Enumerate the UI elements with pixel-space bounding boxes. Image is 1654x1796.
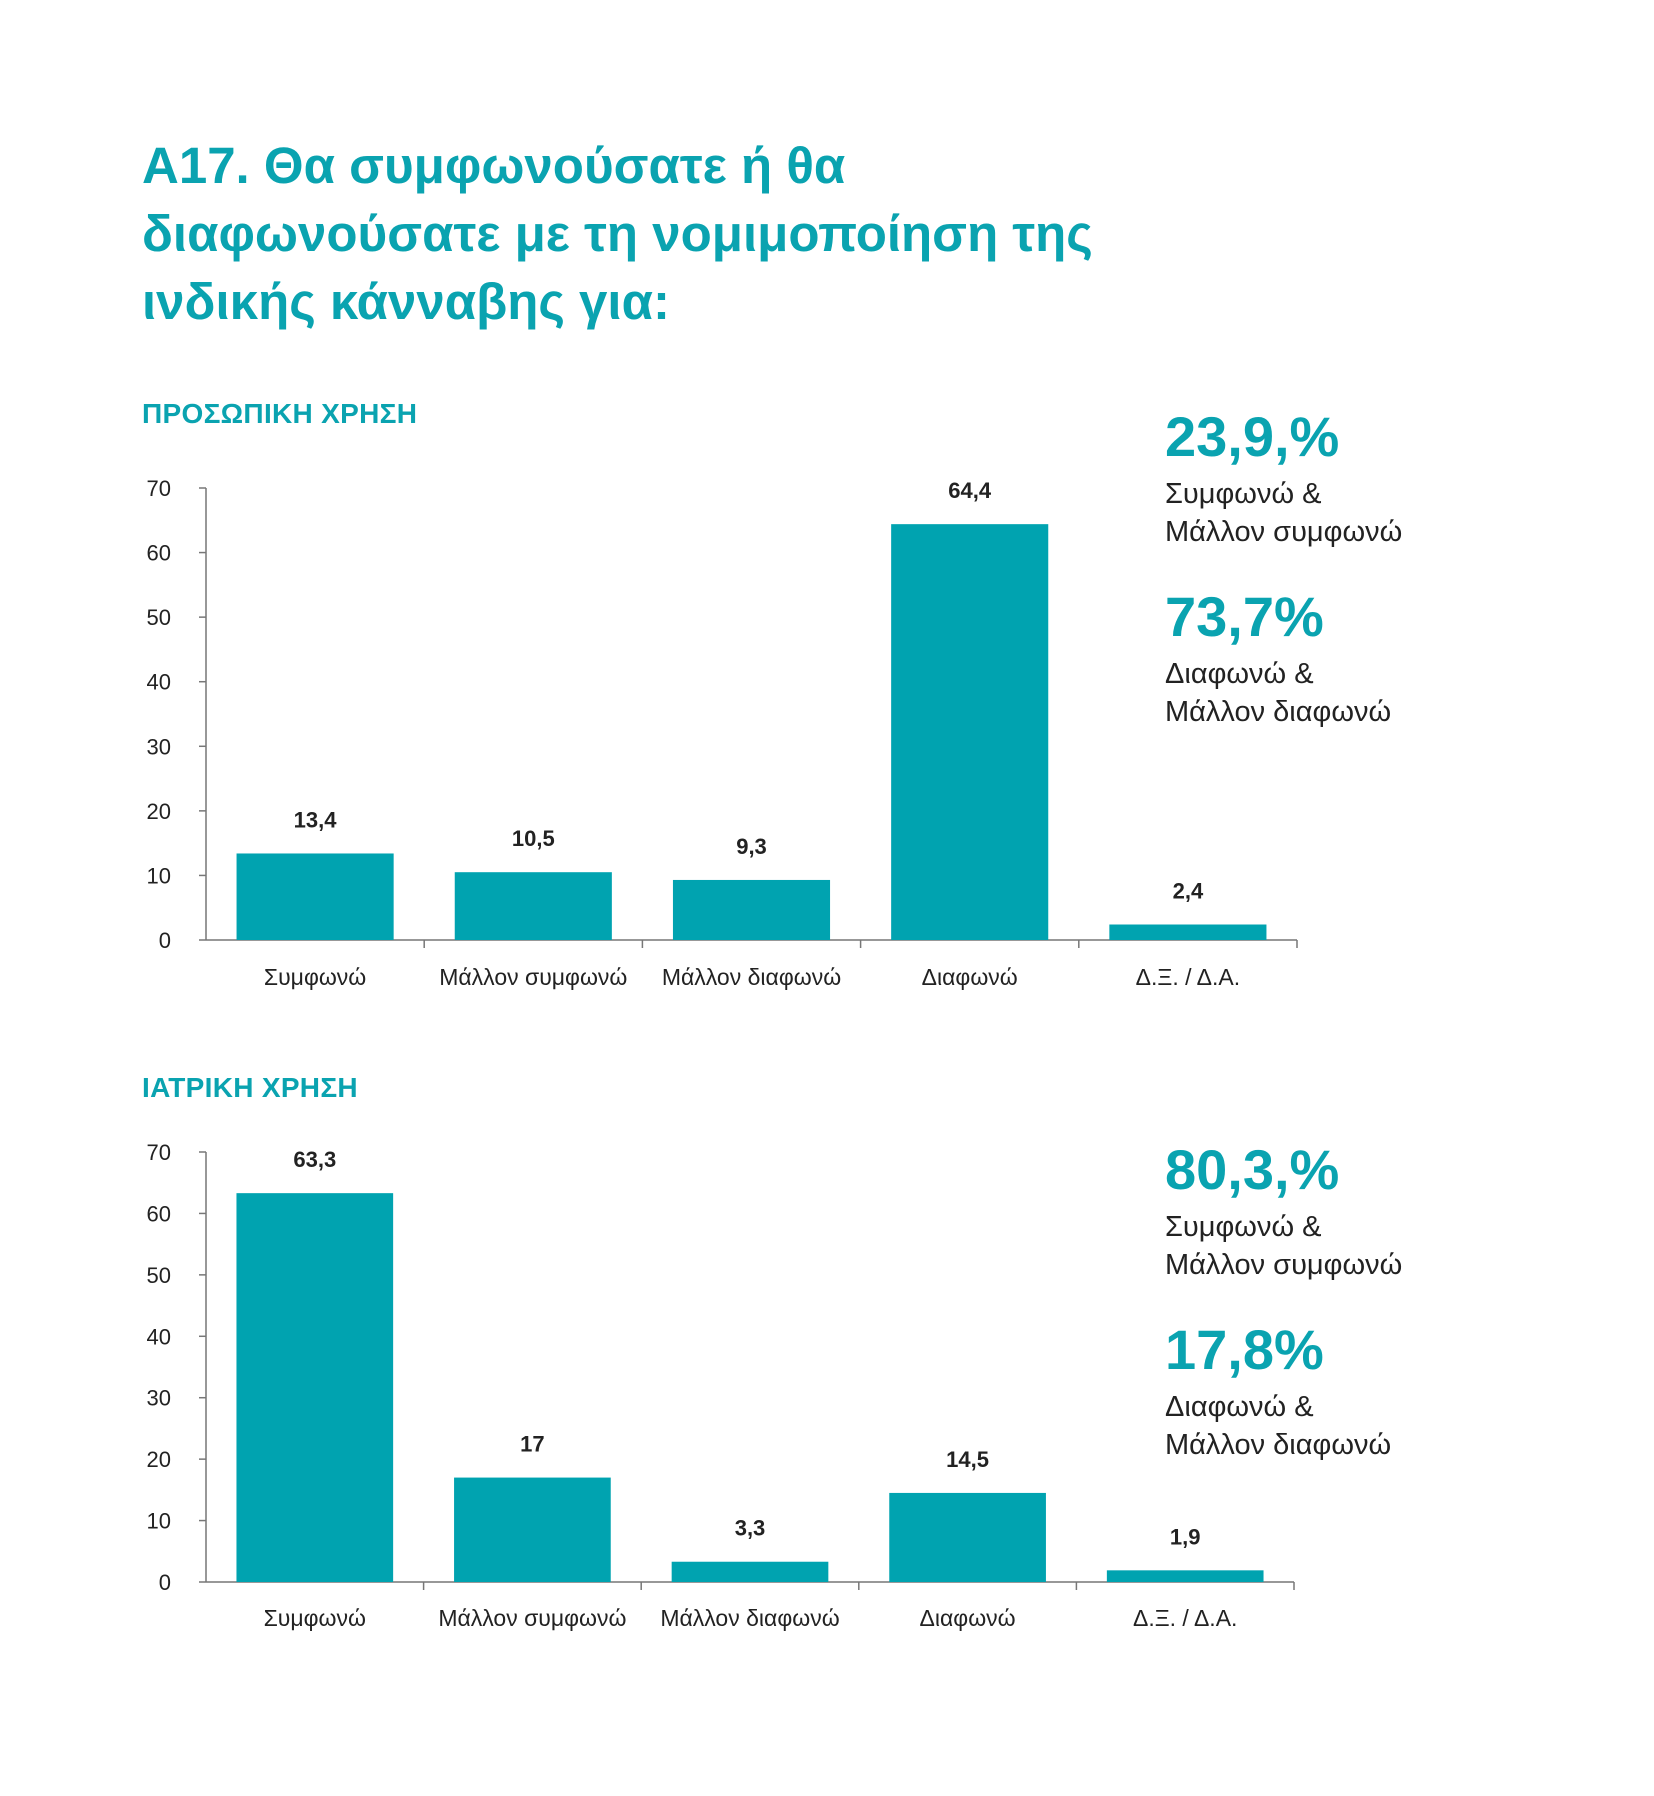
bar-chart-medical-use: 0 10 20 30 40 50 60 70 63,3 Συμφωνώ 17 Μάλλον συμφω… xyxy=(147,1140,1295,1631)
summary-label-line: Μάλλον διαφωνώ xyxy=(1165,696,1392,728)
summary-agree-block: 23,9,% Συμφωνώ & Μάλλον συμφωνώ xyxy=(1165,405,1485,551)
summary-disagree-label: Διαφωνώ & Μάλλον διαφωνώ xyxy=(1165,1388,1485,1464)
x-tick-label: Μάλλον συμφωνώ xyxy=(439,964,627,990)
summary-medical-use: 80,3,% Συμφωνώ & Μάλλον συμφωνώ 17,8% Δι… xyxy=(1165,1138,1485,1498)
bar xyxy=(889,1492,1046,1582)
summary-disagree-value: 73,7% xyxy=(1165,585,1324,648)
data-label: 14,5 xyxy=(946,1447,989,1472)
y-tick-label: 50 xyxy=(147,1263,171,1288)
y-tick-label: 70 xyxy=(147,1140,171,1165)
page-title-line: διαφωνούσατε με τη νομιμοποίηση της xyxy=(142,205,1093,262)
x-tick-label: Συμφωνώ xyxy=(264,964,366,990)
bar xyxy=(1106,1570,1264,1582)
x-tick-label: Διαφωνώ xyxy=(922,964,1018,990)
summary-disagree-value: 17,8% xyxy=(1165,1318,1324,1381)
bar xyxy=(454,1477,611,1582)
summary-label-line: Μάλλον συμφωνώ xyxy=(1165,1249,1403,1281)
y-tick-label: 60 xyxy=(147,541,171,566)
y-tick-label: 50 xyxy=(147,605,171,630)
summary-agree-label: Συμφωνώ & Μάλλον συμφωνώ xyxy=(1165,475,1485,551)
data-label: 1,9 xyxy=(1170,1524,1201,1549)
bar xyxy=(672,879,831,940)
y-tick-label: 70 xyxy=(147,476,171,501)
summary-label-line: Διαφωνώ & xyxy=(1165,1391,1314,1423)
page-title: Α17. Θα συμφωνούσατε ή θα διαφωνούσατε μ… xyxy=(142,132,1242,336)
x-tick-label: Δ.Ξ. / Δ.Α. xyxy=(1133,1605,1237,1631)
data-label: 64,4 xyxy=(948,478,992,503)
x-tick-label: Μάλλον συμφωνώ xyxy=(438,1605,626,1631)
summary-disagree-label: Διαφωνώ & Μάλλον διαφωνώ xyxy=(1165,655,1485,731)
summary-agree-label: Συμφωνώ & Μάλλον συμφωνώ xyxy=(1165,1208,1485,1284)
bar xyxy=(1109,924,1267,940)
bar xyxy=(454,872,612,940)
y-tick-label: 60 xyxy=(147,1201,171,1226)
summary-agree-value: 80,3,% xyxy=(1165,1138,1340,1201)
y-tick-label: 20 xyxy=(147,799,171,824)
summary-agree-block: 80,3,% Συμφωνώ & Μάλλον συμφωνώ xyxy=(1165,1138,1485,1284)
summary-label-line: Μάλλον διαφωνώ xyxy=(1165,1429,1392,1461)
bar xyxy=(671,1561,829,1582)
y-tick-label: 0 xyxy=(159,928,171,953)
data-label: 17 xyxy=(520,1432,544,1457)
page-title-line: Α17. Θα συμφωνούσατε ή θα xyxy=(142,137,846,194)
summary-agree-value: 23,9,% xyxy=(1165,405,1340,468)
data-label: 13,4 xyxy=(294,807,338,832)
summary-label-line: Διαφωνώ & xyxy=(1165,658,1314,690)
bar-chart-personal-use: 0 10 20 30 40 50 60 70 13,4 Συμφωνώ 10,5 Μάλλον συμ… xyxy=(147,476,1298,990)
summary-label-line: Συμφωνώ & xyxy=(1165,1211,1322,1243)
summary-label-line: Συμφωνώ & xyxy=(1165,478,1322,510)
x-tick-label: Μάλλον διαφωνώ xyxy=(660,1605,839,1631)
bar xyxy=(236,1193,394,1582)
summary-personal-use: 23,9,% Συμφωνώ & Μάλλον συμφωνώ 73,7% Δι… xyxy=(1165,405,1485,765)
y-tick-label: 40 xyxy=(147,1324,171,1349)
x-tick-label: Διαφωνώ xyxy=(920,1605,1016,1631)
summary-disagree-block: 73,7% Διαφωνώ & Μάλλον διαφωνώ xyxy=(1165,585,1485,731)
summary-disagree-block: 17,8% Διαφωνώ & Μάλλον διαφωνώ xyxy=(1165,1318,1485,1464)
x-tick-label: Μάλλον διαφωνώ xyxy=(662,964,841,990)
bar xyxy=(891,524,1049,940)
y-tick-label: 0 xyxy=(159,1570,171,1595)
data-label: 10,5 xyxy=(512,826,555,851)
summary-label-line: Μάλλον συμφωνώ xyxy=(1165,516,1403,548)
x-tick-label: Συμφωνώ xyxy=(264,1605,366,1631)
y-tick-label: 40 xyxy=(147,670,171,695)
x-tick-label: Δ.Ξ. / Δ.Α. xyxy=(1136,964,1240,990)
y-tick-label: 20 xyxy=(147,1447,171,1472)
data-label: 9,3 xyxy=(736,834,767,859)
data-label: 2,4 xyxy=(1173,879,1204,904)
y-tick-label: 10 xyxy=(147,863,171,888)
page-title-line: ινδικής κάνναβης για: xyxy=(142,273,670,330)
chart-title-personal-use: ΠΡΟΣΩΠΙΚΗ ΧΡΗΣΗ xyxy=(142,398,418,429)
bar xyxy=(236,853,394,940)
chart-title-medical-use: ΙΑΤΡΙΚΗ ΧΡΗΣΗ xyxy=(142,1072,358,1103)
y-tick-label: 30 xyxy=(147,1386,171,1411)
data-label: 63,3 xyxy=(293,1147,336,1172)
y-tick-label: 10 xyxy=(147,1509,171,1534)
data-label: 3,3 xyxy=(735,1516,766,1541)
y-tick-label: 30 xyxy=(147,734,171,759)
